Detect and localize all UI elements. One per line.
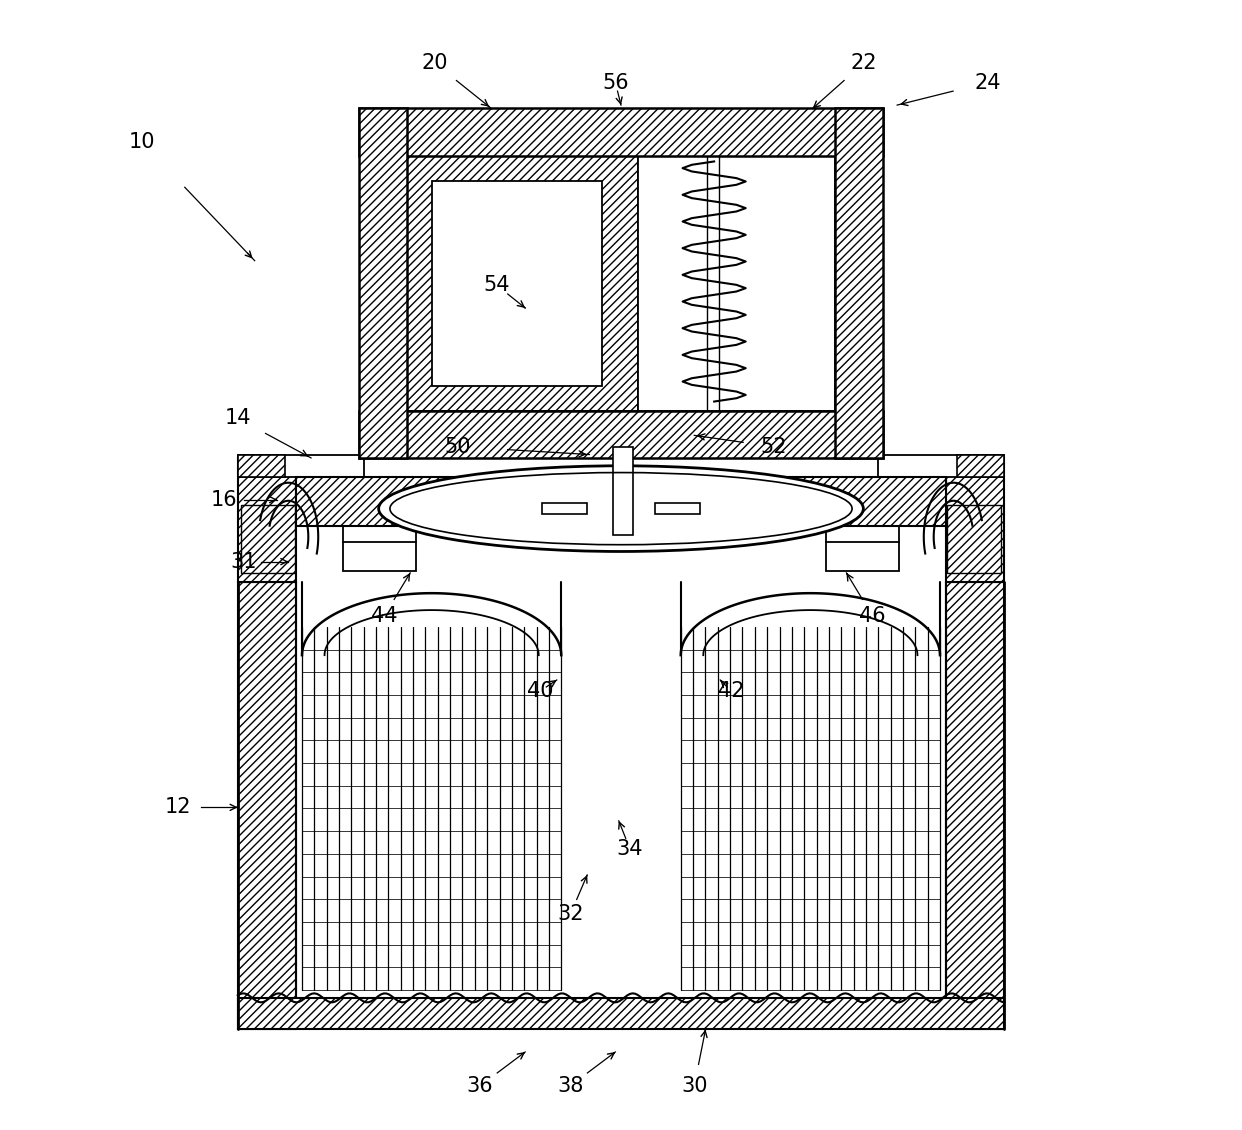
Text: 42: 42 [718,681,745,702]
Text: 16: 16 [211,489,237,510]
Bar [945,458,1005,582]
Text: 32: 32 [556,904,584,924]
Bar [237,454,364,477]
Ellipse shape [379,466,863,551]
Bar [359,108,883,156]
Text: 36: 36 [467,1076,493,1096]
Bar [492,477,576,527]
Text: 24: 24 [974,72,1001,93]
Bar [359,108,407,458]
Bar [878,454,1005,477]
Text: 50: 50 [445,436,471,457]
Bar [946,505,1001,573]
Text: 12: 12 [165,798,191,817]
Bar [407,156,638,410]
Text: 10: 10 [129,132,155,153]
Bar [945,582,1005,1029]
Text: 14: 14 [225,408,251,428]
Text: 54: 54 [483,276,510,295]
Text: 22: 22 [850,53,877,73]
Bar [826,542,899,571]
Text: 52: 52 [760,436,786,457]
Bar [237,454,286,477]
Bar [359,410,883,458]
Bar [956,454,1005,477]
Bar [237,458,297,582]
Text: 31: 31 [230,551,257,572]
Bar [542,503,587,514]
Text: 56: 56 [602,72,628,93]
Text: 38: 38 [558,1076,584,1096]
Bar [241,505,296,573]
Bar [237,582,297,1029]
Bar [835,108,883,458]
Bar [237,998,1005,1029]
Bar [655,503,700,514]
Text: 30: 30 [681,1076,708,1096]
Bar [638,156,835,410]
Text: 20: 20 [422,53,448,73]
Text: 34: 34 [617,840,643,859]
Bar [614,446,633,536]
Bar [297,477,945,527]
Bar [432,181,602,385]
Text: 40: 40 [527,681,553,702]
Text: 46: 46 [859,606,886,626]
Bar [666,477,750,527]
Text: 44: 44 [371,606,397,626]
Bar [343,542,416,571]
